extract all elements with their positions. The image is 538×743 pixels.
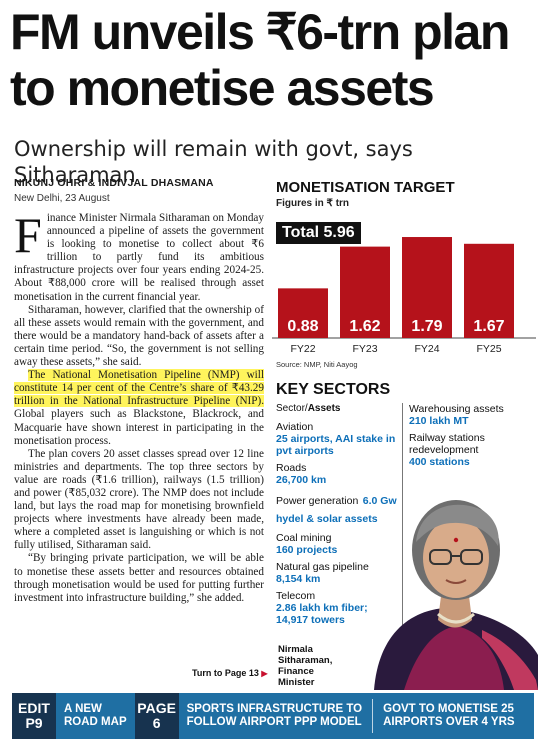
x-tick-label: FY23 <box>352 343 377 355</box>
key-sectors-right-column: Warehousing assets 210 lakh MT Railway s… <box>409 403 534 473</box>
article-paragraph-2: Sitharaman, however, clarified that the … <box>14 303 264 369</box>
chart-title: MONETISATION TARGET <box>276 179 455 196</box>
sector-item-roads: Roads 26,700 km <box>276 462 327 486</box>
bar-fy23 <box>340 246 390 338</box>
headline-line-2: to monetise assets <box>10 60 435 116</box>
chart-source: Source: NMP, Niti Aayog <box>276 360 358 369</box>
x-tick-label: FY25 <box>476 343 501 355</box>
edit-page-tag: EDIT P9 <box>12 693 56 739</box>
bar-fy22 <box>278 288 328 338</box>
subheadline: Ownership will remain with govt, says Si… <box>14 137 413 187</box>
sitharaman-portrait <box>374 500 538 690</box>
promo-sports-text: SPORTS INFRASTRUCTURE TO FOLLOW AIRPORT … <box>186 703 363 728</box>
page-6-tag: PAGE 6 <box>134 693 179 739</box>
chart-subtitle: Figures in ₹ trn <box>276 198 350 209</box>
x-tick-label: FY24 <box>414 343 439 355</box>
byline: NIKUNJ OHRI & INDIVJAL DHASMANA <box>14 177 214 189</box>
highlighted-text: The National Monetisation Pipeline (NMP)… <box>14 369 264 408</box>
headline: FM unveils ₹6-trn plan to monetise asset… <box>10 4 534 116</box>
bar-value-label: 1.79 <box>411 318 442 335</box>
promo-edit-text: A NEW ROAD MAP <box>64 703 127 728</box>
sector-item-telecom: Telecom 2.86 lakh km fiber; 14,917 tower… <box>276 590 368 626</box>
sector-item-warehousing: Warehousing assets 210 lakh MT <box>409 403 504 427</box>
key-sectors-left-column: Sector/Assets Aviation 25 airports, AAI … <box>276 403 400 631</box>
bar-value-label: 0.88 <box>287 318 318 335</box>
article-paragraph-5: “By bringing private participation, we w… <box>14 552 264 604</box>
x-tick-label: FY22 <box>290 343 315 355</box>
sector-item-coal: Coal mining 160 projects <box>276 532 338 556</box>
promo-airports[interactable]: GOVT TO MONETISE 25 AIRPORTS OVER 4 YRS <box>375 693 522 739</box>
triangle-right-icon: ▶ <box>261 669 268 678</box>
photo-caption: Nirmala Sitharaman, Finance Minister <box>278 644 333 688</box>
headline-line-1: FM unveils ₹6-trn plan <box>10 4 510 60</box>
bar-value-label: 1.62 <box>349 318 380 335</box>
promo-edit[interactable]: EDIT P9 A NEW ROAD MAP <box>12 693 135 739</box>
article-paragraph-3: The National Monetisation Pipeline (NMP)… <box>14 369 264 447</box>
sector-item-power: Power generation 6.0 Gw hydel & solar as… <box>276 495 397 525</box>
promo-airports-text: GOVT TO MONETISE 25 AIRPORTS OVER 4 YRS <box>383 703 515 728</box>
sector-item-aviation: Aviation 25 airports, AAI stake in pvt a… <box>276 421 396 457</box>
bar-fy24 <box>402 237 452 338</box>
key-sectors-title: KEY SECTORS <box>276 381 391 398</box>
sector-item-railway: Railway stations redevelopment 400 stati… <box>409 432 485 468</box>
dateline: New Delhi, 23 August <box>14 193 110 204</box>
bar-fy25 <box>464 243 514 338</box>
total-badge: Total 5.96 <box>276 222 361 244</box>
turn-to-page-link[interactable]: Turn to Page 13 ▶ <box>192 668 268 678</box>
drop-cap: F <box>14 207 42 263</box>
footer-promo-strip: EDIT P9 A NEW ROAD MAP PAGE 6 SPORTS INF… <box>12 693 534 739</box>
footer-divider <box>372 699 374 733</box>
monetisation-bar-chart: 0.88 FY22 1.62 FY23 1.79 FY24 1.67 FY25 <box>272 237 536 355</box>
promo-page-6[interactable]: PAGE 6 SPORTS INFRASTRUCTURE TO FOLLOW A… <box>134 693 371 739</box>
bar-value-label: 1.67 <box>473 318 504 335</box>
key-sectors-header: Sector/Assets <box>276 403 341 414</box>
sector-item-gas: Natural gas pipeline 8,154 km <box>276 561 369 585</box>
article-paragraph-4: The plan covers 20 asset classes spread … <box>14 447 264 552</box>
column-divider <box>402 403 403 653</box>
